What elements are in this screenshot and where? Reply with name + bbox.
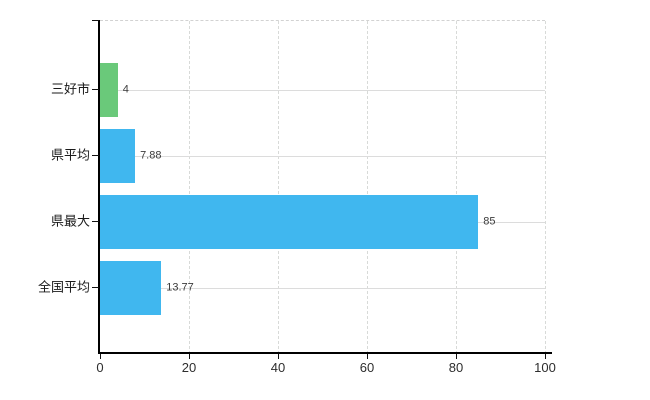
x-axis-tick-label: 100 bbox=[534, 360, 556, 375]
x-axis-tick-label: 0 bbox=[96, 360, 104, 375]
y-axis-label: 全国平均 bbox=[37, 279, 90, 295]
x-axis-line bbox=[98, 352, 552, 354]
x-axis-tick bbox=[544, 354, 546, 359]
bar-value-label: 4 bbox=[122, 83, 129, 96]
x-axis-tick bbox=[99, 354, 101, 359]
y-axis-tick bbox=[92, 89, 99, 90]
x-axis-tick bbox=[188, 354, 190, 359]
x-axis-tick bbox=[277, 354, 279, 359]
x-axis-tick bbox=[455, 354, 457, 359]
x-axis-tick bbox=[366, 354, 368, 359]
gridline-horizontal bbox=[100, 90, 545, 91]
gridline-vertical bbox=[367, 21, 368, 354]
y-axis-tick bbox=[92, 221, 99, 222]
y-axis-line bbox=[98, 20, 100, 354]
y-axis-tick bbox=[92, 155, 99, 156]
bar bbox=[100, 261, 162, 315]
y-axis-label: 県最大 bbox=[50, 213, 90, 229]
gridline-vertical bbox=[278, 21, 279, 354]
plot-area: 4 7.88 85 13.77 bbox=[100, 20, 546, 354]
x-axis-tick-label: 80 bbox=[448, 360, 464, 375]
gridline-vertical bbox=[456, 21, 457, 354]
y-axis-tick bbox=[92, 20, 99, 21]
y-axis-tick bbox=[92, 287, 99, 288]
y-axis-label: 県平均 bbox=[50, 147, 90, 163]
gridline-horizontal bbox=[100, 156, 545, 157]
gridline-vertical bbox=[545, 21, 546, 354]
bar bbox=[100, 63, 118, 117]
bar-value-label: 85 bbox=[483, 215, 496, 228]
gridline-vertical bbox=[189, 21, 190, 354]
x-axis-tick-label: 60 bbox=[359, 360, 375, 375]
y-axis-label: 三好市 bbox=[50, 81, 90, 97]
bar bbox=[100, 195, 479, 249]
bar bbox=[100, 129, 136, 183]
x-axis-tick-label: 20 bbox=[181, 360, 197, 375]
bar-value-label: 7.88 bbox=[140, 149, 162, 162]
bar-value-label: 13.77 bbox=[166, 281, 194, 294]
x-axis-tick-label: 40 bbox=[270, 360, 286, 375]
gridline-horizontal bbox=[100, 288, 545, 289]
